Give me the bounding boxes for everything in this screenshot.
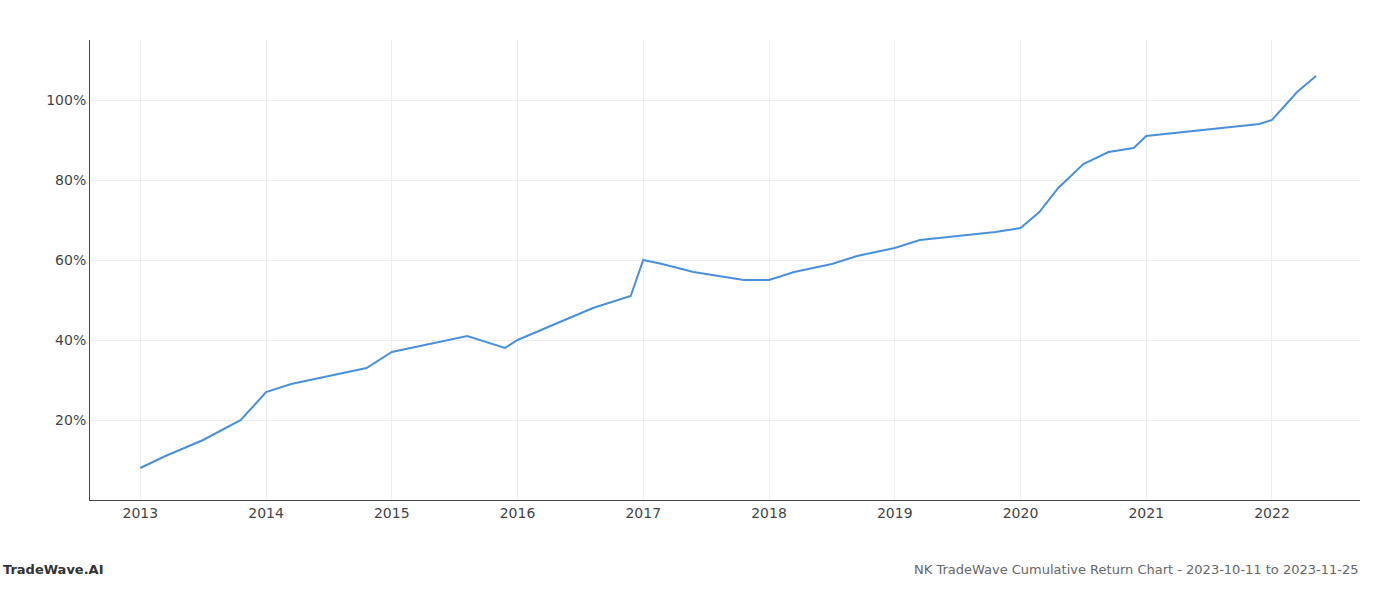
- svg-text:60%: 60%: [55, 252, 86, 268]
- svg-text:2016: 2016: [500, 505, 536, 521]
- svg-text:2017: 2017: [625, 505, 661, 521]
- svg-text:2015: 2015: [374, 505, 410, 521]
- svg-text:2018: 2018: [751, 505, 787, 521]
- svg-text:2022: 2022: [1254, 505, 1290, 521]
- svg-text:NK TradeWave Cumulative Return: NK TradeWave Cumulative Return Chart - 2…: [914, 562, 1358, 577]
- svg-text:2020: 2020: [1003, 505, 1039, 521]
- svg-text:80%: 80%: [55, 172, 86, 188]
- svg-text:40%: 40%: [55, 332, 86, 348]
- svg-text:2019: 2019: [877, 505, 913, 521]
- svg-text:100%: 100%: [46, 92, 86, 108]
- svg-text:2014: 2014: [248, 505, 284, 521]
- svg-text:2013: 2013: [122, 505, 158, 521]
- svg-text:20%: 20%: [55, 412, 86, 428]
- svg-text:2021: 2021: [1128, 505, 1164, 521]
- svg-text:TradeWave.AI: TradeWave.AI: [3, 562, 104, 577]
